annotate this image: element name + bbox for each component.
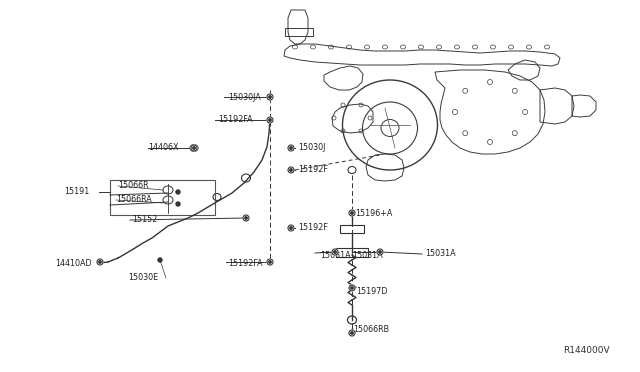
Text: 15192FA: 15192FA (228, 259, 262, 267)
Text: 15152: 15152 (132, 215, 157, 224)
Circle shape (269, 96, 271, 98)
Circle shape (288, 167, 294, 173)
Circle shape (193, 147, 195, 149)
Text: 15031A: 15031A (320, 251, 351, 260)
Circle shape (334, 251, 336, 253)
Circle shape (351, 212, 353, 214)
Circle shape (379, 251, 381, 253)
Circle shape (158, 258, 162, 262)
Text: 15192F: 15192F (298, 224, 328, 232)
Text: 15196+A: 15196+A (355, 208, 392, 218)
Text: 15030J: 15030J (298, 144, 325, 153)
Circle shape (349, 330, 355, 336)
Circle shape (267, 117, 273, 123)
Circle shape (267, 259, 273, 265)
Circle shape (351, 332, 353, 334)
Text: 15066RA: 15066RA (116, 196, 152, 205)
Ellipse shape (192, 146, 196, 150)
Circle shape (243, 215, 249, 221)
Circle shape (290, 227, 292, 229)
Bar (336, 248, 368, 257)
Circle shape (349, 285, 355, 291)
Circle shape (377, 249, 383, 255)
Text: 15030E: 15030E (128, 273, 158, 282)
Circle shape (191, 145, 197, 151)
Circle shape (269, 119, 271, 121)
Circle shape (176, 190, 180, 194)
Circle shape (288, 225, 294, 231)
Text: 15066RB: 15066RB (353, 326, 389, 334)
Bar (340, 225, 364, 233)
Circle shape (290, 147, 292, 149)
Text: 15192FA: 15192FA (218, 115, 253, 125)
Text: 15030JA: 15030JA (228, 93, 260, 102)
Bar (110, 180, 215, 215)
Circle shape (351, 287, 353, 289)
Circle shape (267, 94, 273, 100)
Text: 14406X: 14406X (148, 144, 179, 153)
Circle shape (290, 169, 292, 171)
Text: 14410AD: 14410AD (55, 259, 92, 267)
Text: 15191: 15191 (64, 187, 89, 196)
Circle shape (269, 261, 271, 263)
Text: 15197D: 15197D (356, 286, 387, 295)
Text: 15031A: 15031A (425, 250, 456, 259)
Circle shape (332, 249, 338, 255)
Circle shape (99, 261, 101, 263)
Circle shape (288, 145, 294, 151)
Text: 15031A: 15031A (352, 251, 383, 260)
Circle shape (349, 210, 355, 216)
Text: 15066R: 15066R (118, 182, 148, 190)
Circle shape (97, 259, 103, 265)
Circle shape (245, 217, 247, 219)
Text: 15192F: 15192F (298, 166, 328, 174)
Circle shape (176, 202, 180, 206)
Text: R144000V: R144000V (563, 346, 610, 355)
